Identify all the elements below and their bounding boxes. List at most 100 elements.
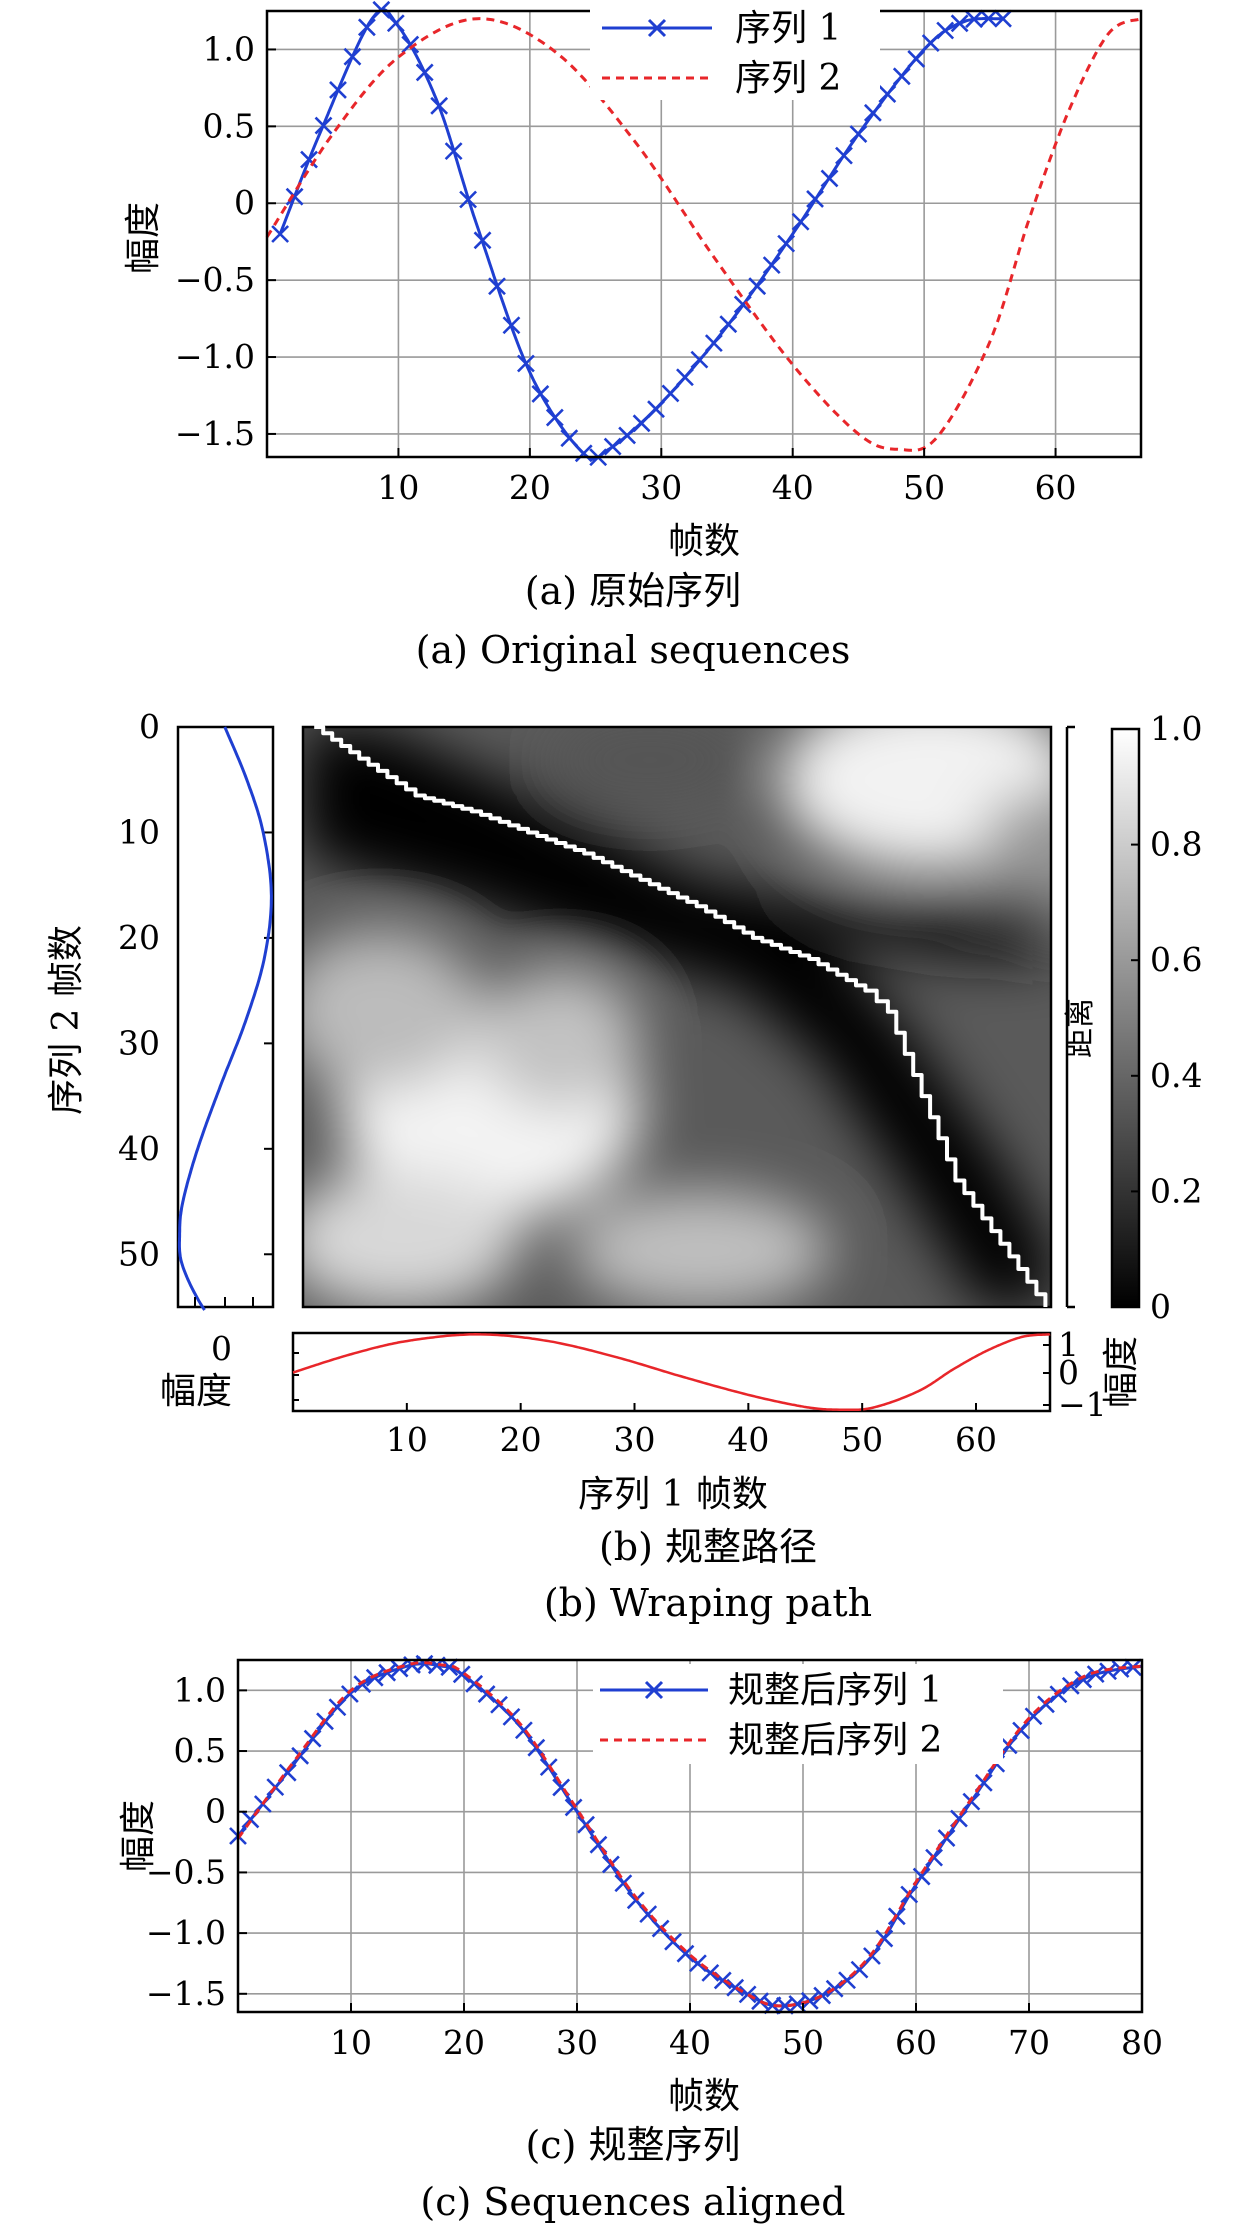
series-marker [314,116,333,135]
series-line-2 [265,17,1142,452]
panel-b-xlabel: 序列 1 帧数 [578,1474,768,1515]
series-marker [545,408,564,427]
left-strip-tick-label: 0 [211,1329,232,1368]
series-marker [300,150,318,169]
bottom-x-tick-label: 40 [727,1420,769,1459]
legend-series2-label: 序列 2 [735,58,841,99]
colorbar-tick-label: 0.8 [1150,825,1202,864]
series-marker [892,67,911,86]
series-marker [690,350,709,369]
series-marker [813,1986,832,2005]
heatmap-y-tick-label: 40 [118,1129,160,1168]
panel-a-original-sequences: 10 20 30 40 50 60 1.0 0.5 0 −0.5 −1.0 −1.5 帧数 幅度 序… [123,0,1143,672]
x-tick-label: 40 [772,468,814,507]
series-marker [357,18,376,37]
series-marker [994,9,1012,28]
series-marker [806,190,824,208]
series-marker [777,234,796,253]
heatmap-y-tick-label: 0 [139,707,160,746]
series-marker [329,80,347,99]
series-marker [676,368,694,387]
series-marker [863,103,882,122]
panel-a-legend-box [590,0,880,100]
panel-c-caption-cn: (c) 规整序列 [525,2123,740,2167]
bottom-strip-tick-label: 0 [1058,1353,1079,1392]
y-tick-label: 1.0 [174,1670,226,1709]
series-marker [1049,1685,1068,1704]
colorbar-gradient [1110,727,1141,1309]
series-marker [440,1658,459,1677]
x-tick-label: 50 [903,468,945,507]
bottom-x-tick-label: 50 [841,1420,883,1459]
series-line-2 [236,1661,1143,2008]
panel-a-ylabel: 幅度 [123,202,164,274]
series-marker [560,429,579,448]
legend-aligned1-label: 规整后序列 1 [728,1670,942,1711]
y-tick-label: −1.0 [146,1913,226,1952]
left-strip-ticks [194,1297,254,1307]
heatmap-y-tick-label: 10 [118,812,160,851]
series-marker [676,1944,695,1963]
panel-c-xlabel: 帧数 [668,2076,740,2117]
series-marker [661,384,680,403]
y-tick-label: −1.0 [175,337,255,376]
heatmap-y-tick-label: 20 [118,918,160,957]
series-marker [800,1991,819,2010]
series-marker [365,1668,384,1687]
x-tick-label: 20 [509,468,551,507]
panel-a-caption-cn: (a) 原始序列 [525,569,741,613]
series-marker [762,256,781,275]
x-tick-label: 80 [1121,2023,1163,2062]
bottom-x-tick-label: 10 [386,1420,428,1459]
series-marker [748,277,767,296]
x-tick-label: 60 [1035,468,1077,507]
panel-c-legend-box [593,1664,1003,1764]
series-marker [1037,1695,1055,1714]
x-tick-label: 10 [330,2023,372,2062]
x-tick-label: 30 [640,468,682,507]
panel-c-caption-en: (c) Sequences aligned [420,2180,845,2224]
series-marker [473,231,492,250]
colorbar-tick-label: 1.0 [1150,709,1202,748]
series-marker [378,1663,397,1682]
series-marker [444,142,463,161]
series-marker [979,9,998,28]
series-marker [921,34,940,53]
panel-b-caption-cn: (b) 规整路径 [599,1525,817,1569]
panel-c-aligned-sequences: 10 20 30 40 50 60 70 80 1.00.50−0.5−1.0−1.5 帧数 … [118,1654,1163,2224]
legend-aligned1-marker [644,1680,664,1700]
series-marker [502,316,521,335]
x-tick-label: 30 [556,2023,598,2062]
colorbar-tick-label: 0.4 [1150,1056,1202,1095]
x-tick-label: 20 [443,2023,485,2062]
legend-series1-marker [647,18,667,38]
series-marker [719,315,738,334]
series-marker [291,1746,310,1765]
series-marker [386,14,405,33]
series-marker [950,14,969,33]
series-marker [516,354,535,373]
y-tick-label: −1.5 [175,414,255,453]
y-tick-label: 0 [205,1792,226,1831]
heatmap-y-tick-label: 30 [118,1023,160,1062]
y-tick-label: −0.5 [175,260,255,299]
colorbar-label: 距离 [1063,998,1098,1058]
series-marker [430,96,449,115]
y-tick-label: 0.5 [174,1731,226,1770]
colorbar-tick-label: 0 [1150,1287,1171,1326]
series-marker [574,444,593,463]
series-marker [488,277,506,296]
left-series2-curve [177,726,273,1311]
series-marker [647,400,665,419]
series-marker [878,85,897,103]
colorbar-tick-label: 0.2 [1150,1171,1202,1210]
series-marker [340,1685,359,1703]
x-tick-label: 40 [669,2023,711,2062]
x-tick-label: 60 [895,2023,937,2062]
series-marker [271,225,290,243]
y-tick-label: 0 [234,183,255,222]
colorbar-tick-label: 0.6 [1150,940,1202,979]
panel-c-legend: 规整后序列 1 规整后序列 2 [593,1664,1003,1764]
